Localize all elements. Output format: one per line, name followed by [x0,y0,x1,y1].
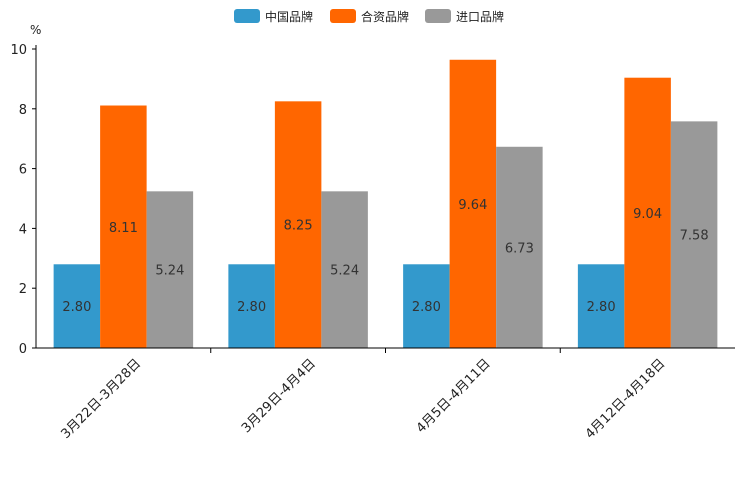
x-tick-label: 4月5日-4月11日 [414,356,494,436]
x-tick-label: 3月29日-4月4日 [239,356,319,436]
legend-swatch [234,9,260,23]
bar [403,264,450,348]
bar [228,264,275,348]
data-label: 9.64 [458,198,487,213]
legend-swatch [425,9,451,23]
bar [53,264,101,348]
y-tick-label: 4 [19,222,27,237]
data-label: 8.25 [284,219,313,234]
data-label: 9.04 [633,207,662,222]
bar [577,264,625,348]
x-axis: 3月22日-3月28日 3月29日-4月4日 4月5日-4月11日 4月12日-4月1… [36,347,735,442]
y-tick-label: 2 [19,282,27,297]
y-tick-label: 0 [19,342,27,357]
bar [449,59,497,348]
bar [321,191,368,348]
bar [670,121,718,348]
data-label: 2.80 [237,300,266,315]
legend: 中国品牌 合资品牌 进口品牌 [234,9,504,24]
data-label: 5.24 [330,264,359,279]
data-label: 2.80 [412,300,441,315]
data-label: 2.80 [587,300,616,315]
y-tick-label: 10 [10,43,27,58]
y-axis: 0 2 4 6 8 10 [10,43,37,357]
data-label: 6.73 [505,241,534,256]
y-tick-label: 6 [19,163,27,178]
data-label: 2.80 [62,300,91,315]
legend-label: 中国品牌 [265,9,313,24]
x-tick-label: 3月22日-3月28日 [58,356,144,442]
y-tick-label: 8 [19,103,27,118]
legend-label: 合资品牌 [361,9,409,24]
data-label: 7.58 [680,229,709,244]
bar [100,105,147,348]
data-label: 8.11 [109,221,138,236]
x-tick-label: 4月12日-4月18日 [583,356,669,442]
bar [274,101,322,348]
legend-swatch [330,9,356,23]
bars: 2.80 8.11 5.24 2.80 8.25 5.24 2.80 9.64 6.73 2.80… [53,59,718,348]
bar [624,77,671,348]
bar [146,191,194,348]
y-axis-label: % [30,23,41,37]
legend-label: 进口品牌 [456,10,504,24]
data-label: 5.24 [155,264,184,279]
bar [496,146,543,348]
